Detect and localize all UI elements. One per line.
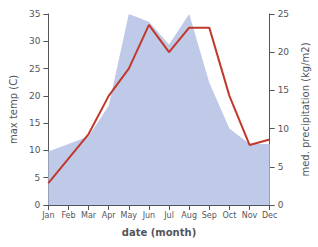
svg-text:0: 0 (278, 200, 284, 210)
svg-text:0: 0 (35, 200, 41, 210)
svg-text:35: 35 (29, 9, 40, 19)
svg-text:med. precipitation (kg/m2): med. precipitation (kg/m2) (300, 42, 311, 176)
svg-text:20: 20 (29, 91, 41, 101)
svg-text:Mar: Mar (81, 211, 97, 220)
svg-text:Dec: Dec (262, 211, 277, 220)
svg-text:15: 15 (29, 118, 40, 128)
svg-text:5: 5 (278, 162, 284, 172)
svg-text:15: 15 (278, 85, 289, 95)
svg-text:Aug: Aug (181, 211, 197, 220)
svg-text:Oct: Oct (222, 211, 236, 220)
svg-text:Jan: Jan (41, 211, 54, 220)
svg-text:max temp (C): max temp (C) (8, 75, 19, 144)
svg-text:30: 30 (29, 36, 41, 46)
svg-text:Feb: Feb (61, 211, 75, 220)
svg-text:25: 25 (29, 64, 40, 74)
svg-text:10: 10 (278, 124, 290, 134)
svg-text:5: 5 (35, 173, 41, 183)
svg-text:10: 10 (29, 145, 41, 155)
svg-text:Jun: Jun (142, 211, 156, 220)
svg-text:Nov: Nov (242, 211, 258, 220)
svg-text:May: May (121, 211, 138, 220)
svg-text:date (month): date (month) (122, 227, 196, 238)
svg-text:25: 25 (278, 9, 289, 19)
svg-text:Apr: Apr (102, 211, 117, 220)
svg-text:20: 20 (278, 47, 290, 57)
svg-text:Jul: Jul (163, 211, 174, 220)
svg-text:Sep: Sep (202, 211, 217, 220)
